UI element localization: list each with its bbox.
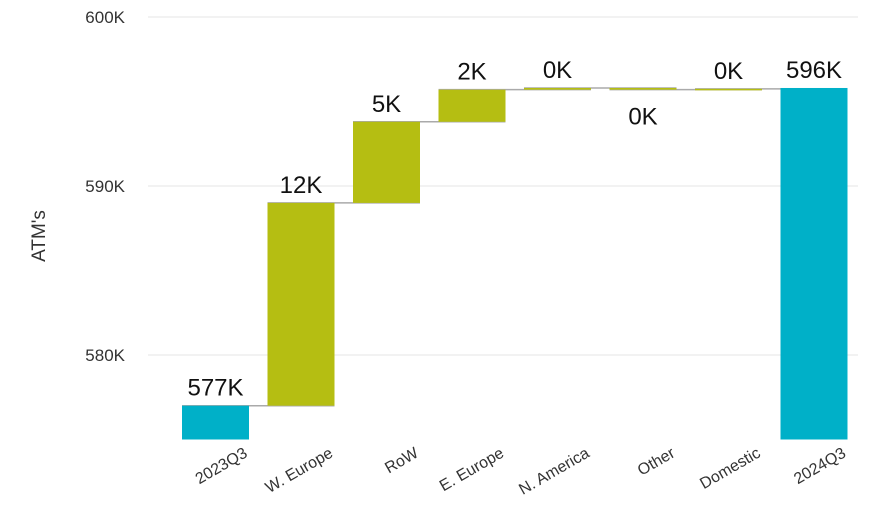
y-tick-label: 600K	[85, 8, 125, 27]
bar-2024q3	[780, 87, 848, 440]
data-label: 2K	[457, 59, 486, 86]
x-axis-categories: 2023Q3 W. Europe RoW E. Europe N. America Oth…	[193, 444, 849, 498]
data-label: 12K	[280, 172, 323, 199]
y-tick-label: 590K	[85, 177, 125, 196]
data-label: 0K	[714, 58, 743, 85]
x-category-label: W. Europe	[263, 445, 336, 497]
x-category-label: RoW	[382, 444, 422, 477]
x-category-label: E. Europe	[437, 445, 507, 495]
x-category-label: N. America	[516, 445, 592, 499]
x-category-label: Domestic	[697, 445, 763, 493]
y-axis-ticks: 580K 590K 600K	[85, 8, 125, 365]
data-label: 596K	[786, 57, 842, 84]
y-axis-title: ATM's	[29, 210, 50, 262]
data-label: 0K	[628, 104, 657, 131]
data-label: 577K	[187, 375, 243, 402]
bar-n-america	[524, 87, 591, 90]
bars	[182, 87, 848, 440]
bar-other	[609, 87, 677, 90]
data-label: 5K	[372, 91, 401, 118]
x-category-label: 2023Q3	[193, 445, 251, 488]
gridlines	[148, 16, 858, 356]
x-category-label: 2024Q3	[791, 445, 849, 488]
bar-w-europe	[267, 202, 335, 406]
bar-row	[353, 121, 420, 203]
x-category-label: Other	[635, 444, 679, 479]
bar-domestic	[695, 88, 762, 91]
data-labels: 577K 12K 5K 2K 0K 0K 0K 596K	[187, 57, 842, 402]
bar-2023q3	[182, 405, 249, 440]
data-label: 0K	[543, 57, 572, 84]
y-tick-label: 580K	[85, 346, 125, 365]
bar-e-europe	[438, 89, 506, 122]
